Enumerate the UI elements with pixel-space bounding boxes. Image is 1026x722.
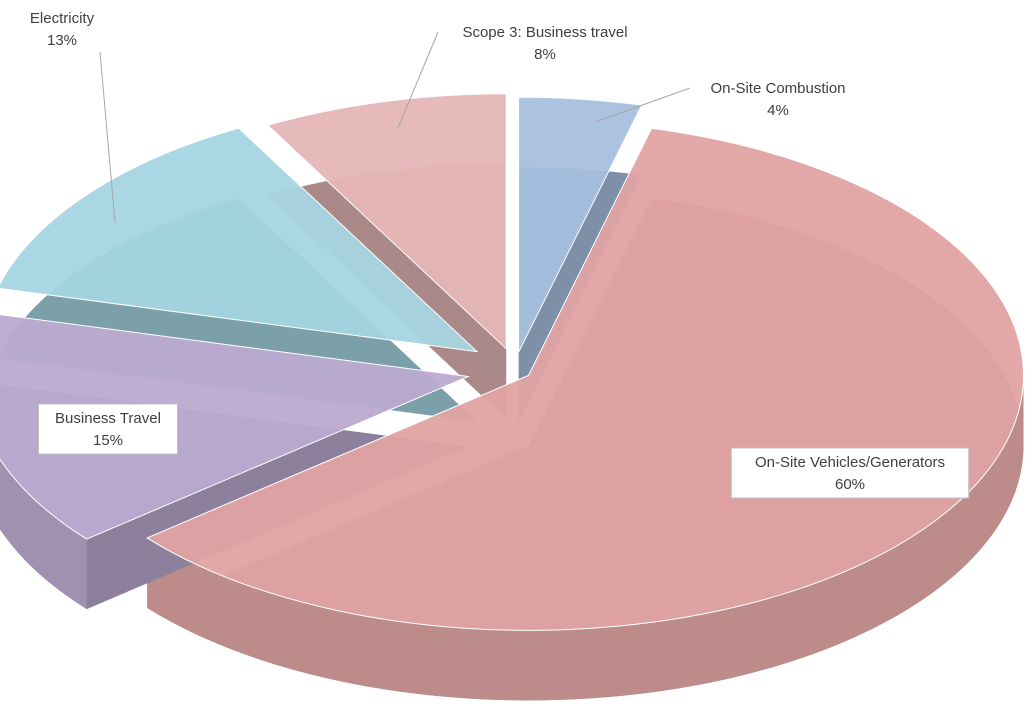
- slice: [146, 127, 1024, 631]
- data-label: On-Site Combustion 4%: [710, 80, 845, 119]
- leader-line: [397, 31, 439, 129]
- label-value: 4%: [767, 102, 789, 119]
- data-label: Business Travel 15%: [38, 403, 178, 455]
- label-value: 15%: [93, 432, 123, 449]
- label-value: 60%: [835, 476, 865, 493]
- label-name: On-Site Combustion: [710, 80, 845, 97]
- slice: [266, 93, 507, 350]
- label-box: [730, 447, 970, 499]
- label-value: 13%: [47, 32, 77, 49]
- slice: [0, 314, 471, 540]
- label-box: [38, 403, 178, 455]
- data-label: Scope 3: Business travel 8%: [462, 24, 627, 63]
- label-name: Business Travel: [55, 410, 161, 427]
- slice-wall: [0, 459, 87, 610]
- label-name: Scope 3: Business travel: [462, 24, 627, 41]
- leader-line: [594, 87, 691, 123]
- label-name: Electricity: [30, 10, 95, 27]
- leader-line: [99, 51, 116, 223]
- slice-wall: [147, 375, 1024, 701]
- data-label: Electricity 13%: [30, 10, 95, 49]
- slice: [0, 127, 479, 353]
- label-name: On-Site Vehicles/Generators: [755, 454, 945, 471]
- data-label: On-Site Vehicles/Generators 60%: [730, 447, 970, 499]
- label-value: 8%: [534, 46, 556, 63]
